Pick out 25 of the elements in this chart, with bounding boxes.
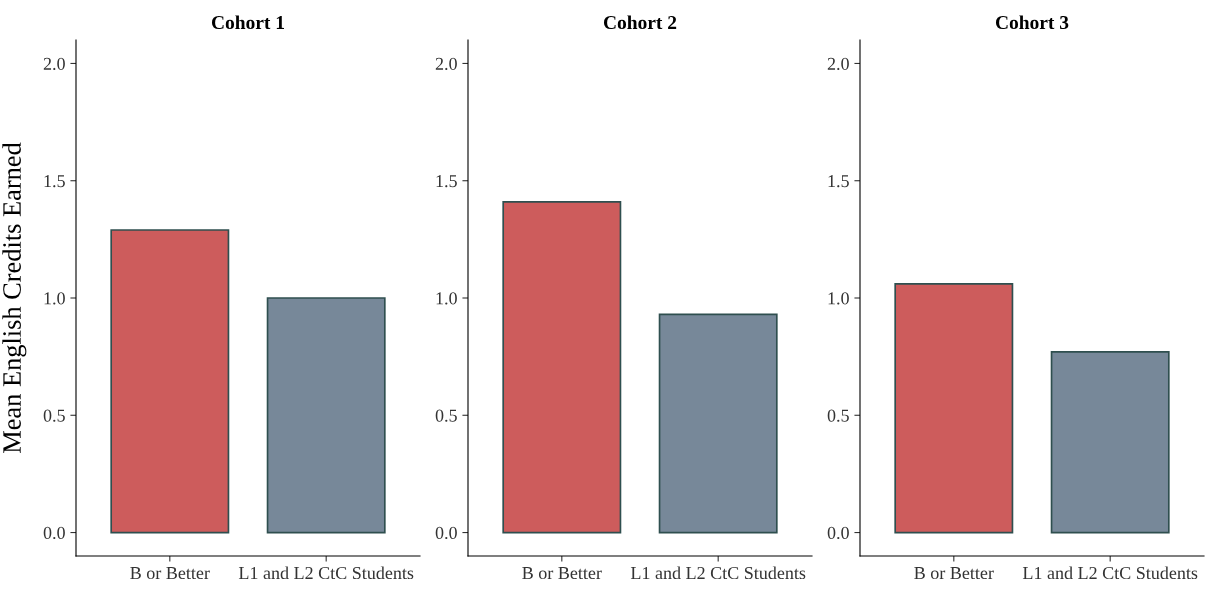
y-tick-label: 0.0 bbox=[43, 526, 65, 540]
y-tick-label: 0.0 bbox=[827, 526, 849, 540]
y-tick-label: 2.0 bbox=[827, 57, 849, 70]
y-tick-label: 1.5 bbox=[44, 175, 65, 188]
y-tick-label: 1.5 bbox=[828, 175, 849, 188]
x-tick-label: B or Better bbox=[130, 567, 210, 580]
y-tick-label: 2.0 bbox=[43, 57, 65, 70]
x-tick-label: B or Better bbox=[522, 567, 602, 580]
y-tick-label: 0.5 bbox=[827, 409, 849, 422]
x-tick-label: L1 and L2 CtC Students bbox=[238, 566, 414, 580]
y-tick-label: 2.0 bbox=[435, 57, 457, 70]
chart-title: Cohort 1 bbox=[211, 15, 284, 30]
x-tick-label: L1 and L2 CtC Students bbox=[630, 566, 806, 580]
x-tick-label: L1 and L2 CtC Students bbox=[1022, 566, 1198, 580]
y-tick-label: 1.5 bbox=[436, 175, 457, 188]
y-tick-label: 0.5 bbox=[435, 409, 457, 422]
y-tick-label: 1.0 bbox=[44, 292, 65, 305]
chart-title: Cohort 2 bbox=[603, 15, 677, 30]
y-tick-label: 0.5 bbox=[43, 409, 65, 422]
x-tick-label: B or Better bbox=[914, 567, 994, 580]
y-axis-title: Mean English Credits Earned bbox=[2, 142, 27, 453]
y-tick-label: 0.0 bbox=[435, 526, 457, 540]
y-tick-label: 1.0 bbox=[436, 292, 457, 305]
chart-title: Cohort 3 bbox=[995, 15, 1069, 30]
y-tick-label: 1.0 bbox=[828, 292, 849, 305]
